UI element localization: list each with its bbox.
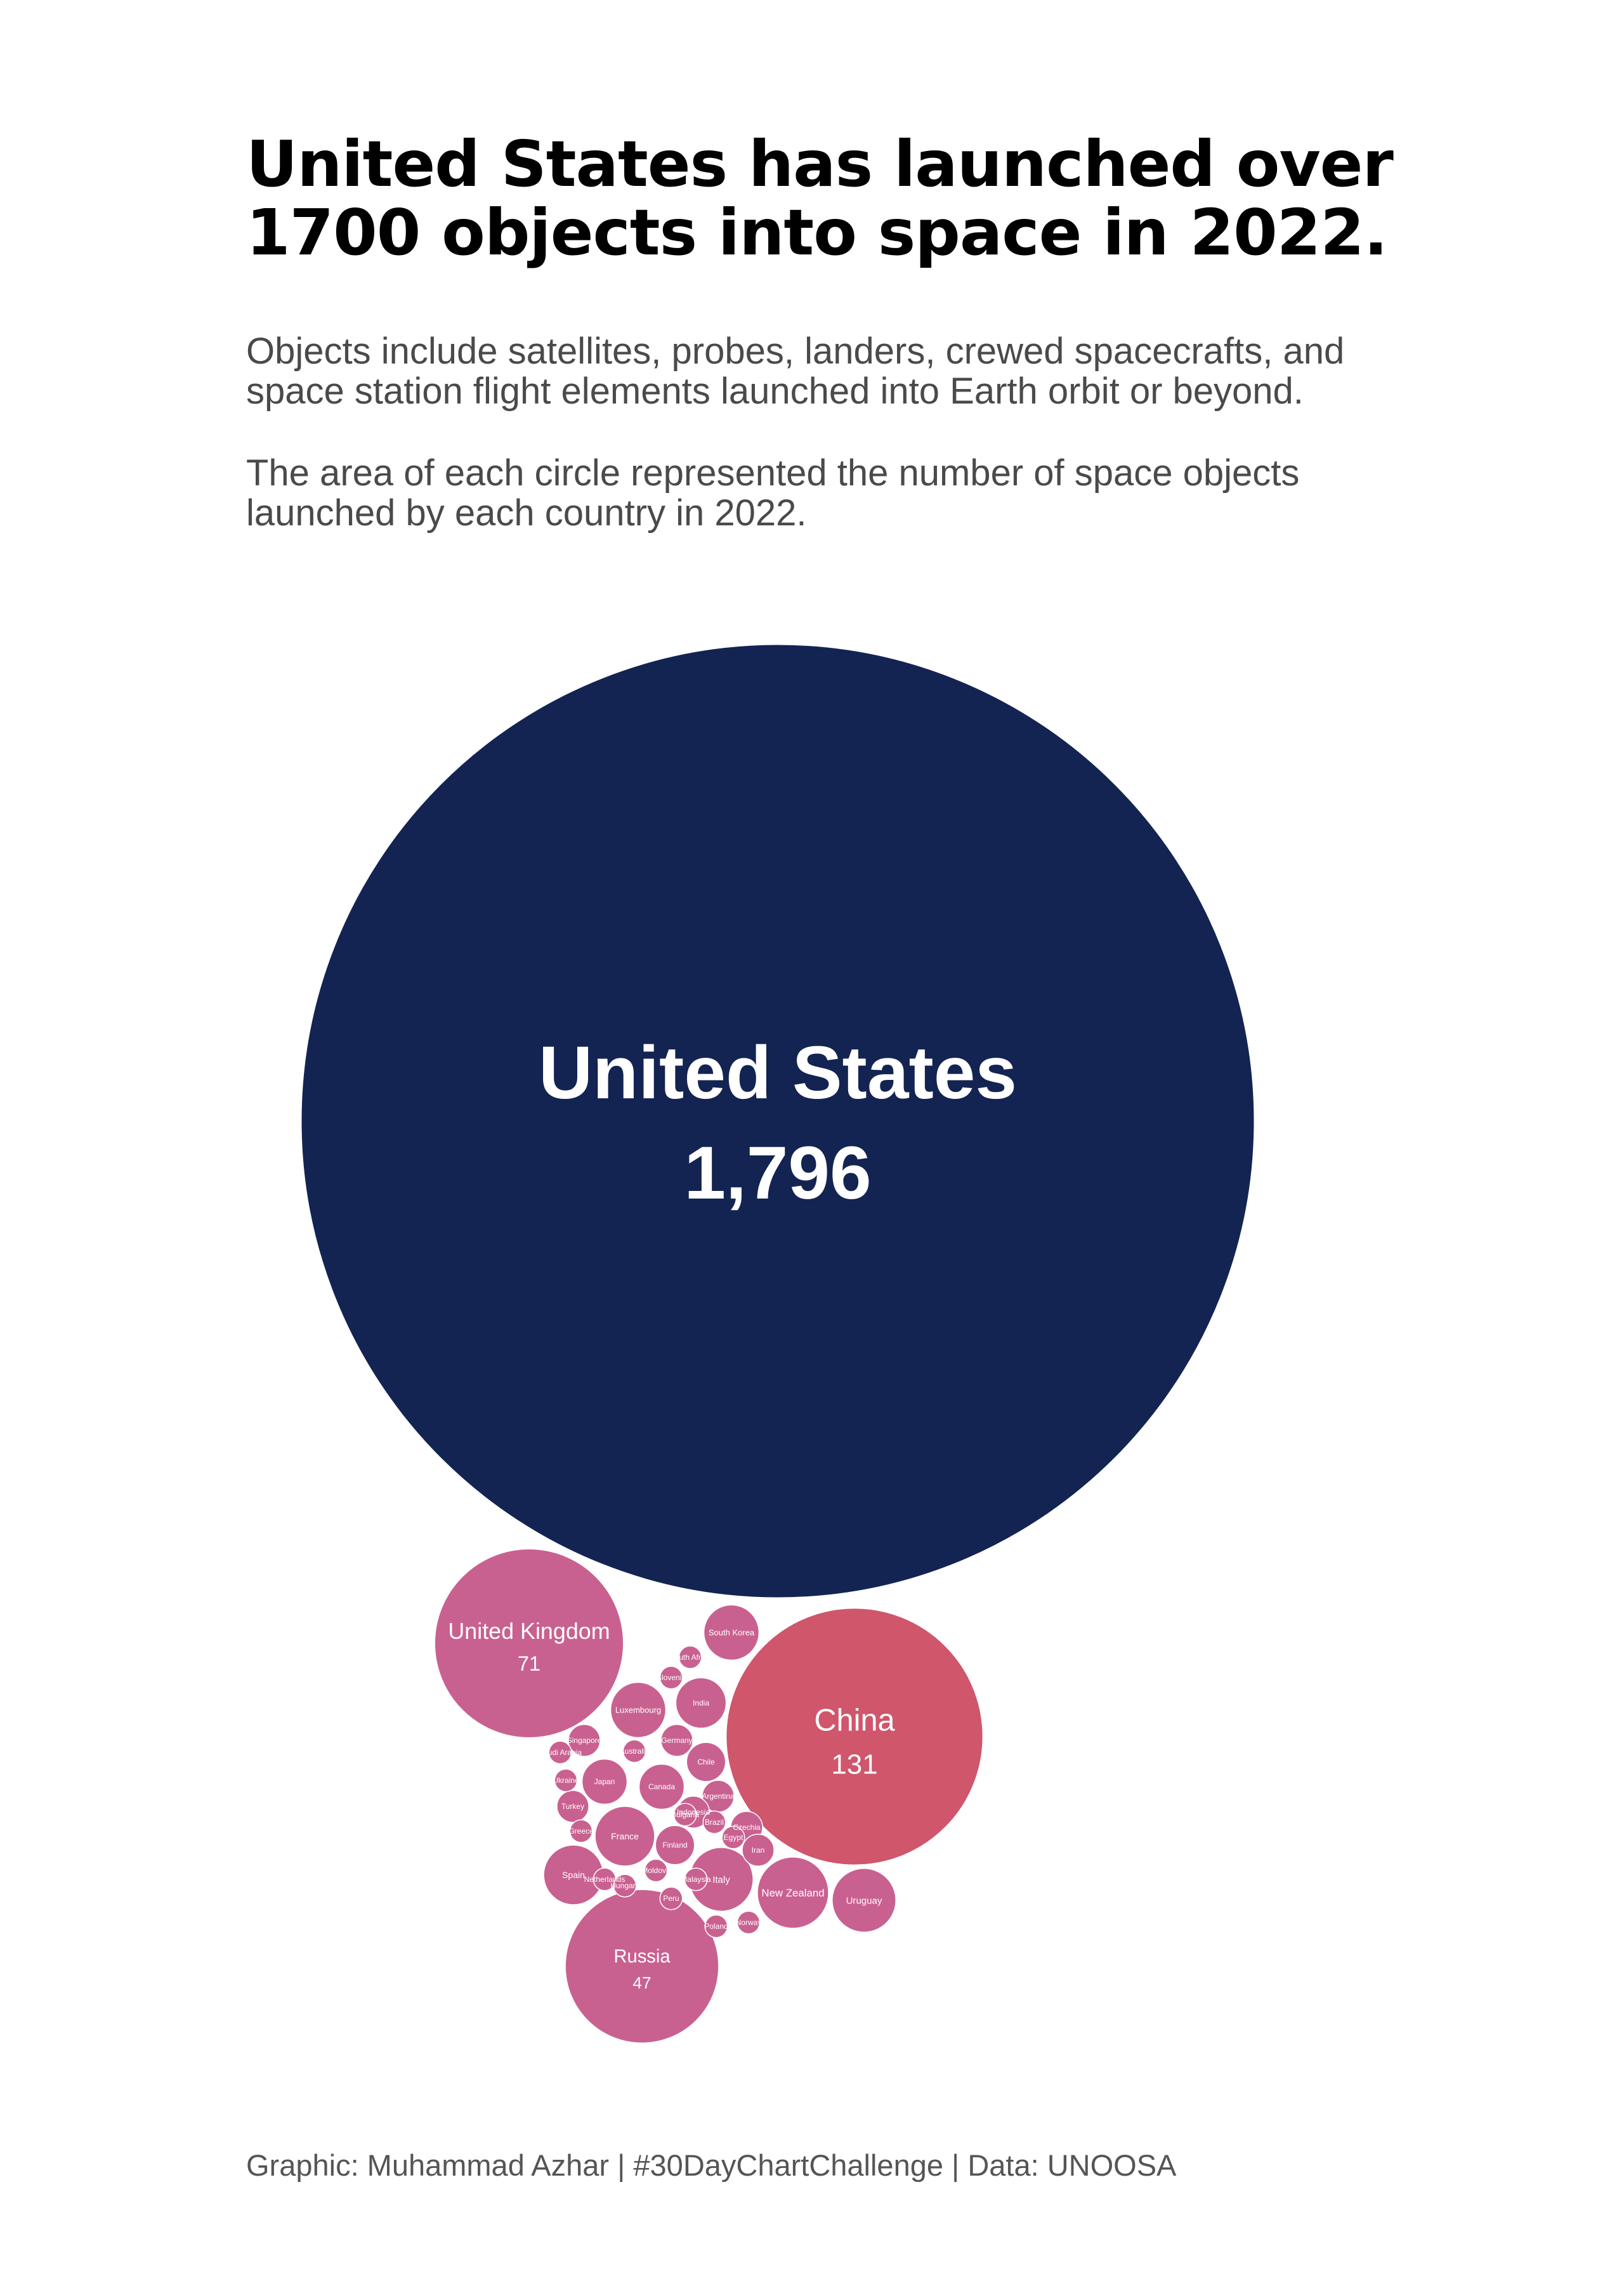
bubble-label-iran: Iran (752, 1846, 765, 1855)
bubble-value-china: 131 (831, 1749, 877, 1780)
bubble-label-turkey: Turkey (561, 1802, 584, 1811)
bubble-label-spain: Spain (562, 1870, 585, 1880)
bubble-singapore (568, 1724, 601, 1757)
bubble-greece (569, 1819, 593, 1843)
chart-subtitle-encoding: The area of each circle represented the … (246, 453, 1515, 533)
bubble-value-united-kingdom: 71 (518, 1652, 540, 1675)
bubble-slovenia (659, 1666, 683, 1690)
bubble-peru (659, 1886, 683, 1910)
subtitle-encoding-line-2: launched by each country in 2022. (246, 492, 807, 534)
bubble-label-china: China (814, 1703, 895, 1737)
bubble-label-united-states: United States (539, 1031, 1017, 1115)
bubble-egypt (721, 1825, 745, 1850)
chart-title-line-2: 1700 objects into space in 2022. (246, 195, 1388, 270)
bubble-india (675, 1677, 727, 1729)
bubble-chile (686, 1742, 726, 1782)
bubble-luxembourg (610, 1681, 667, 1738)
chart-title-line-1: United States has launched over (246, 127, 1394, 201)
bubble-value-russia: 47 (632, 1973, 651, 1992)
bubble-turkey (556, 1790, 589, 1823)
bubble-south-korea (703, 1604, 760, 1661)
bubble-new-zealand (757, 1857, 829, 1929)
bubble-label-netherlands: Netherlands (584, 1875, 625, 1884)
bubble-label-ukraine: Ukraine (553, 1776, 579, 1785)
bubble-label-france: France (611, 1831, 639, 1841)
bubble-norway (737, 1910, 761, 1935)
bubble-france (594, 1806, 655, 1867)
subtitle-objects-line-2: space station flight elements launched i… (246, 371, 1304, 412)
bubble-value-united-states: 1,796 (684, 1131, 871, 1215)
bubble-uruguay (832, 1868, 896, 1933)
bubble-label-finland: Finland (662, 1841, 687, 1850)
bubble-label-brazil: Brazil (705, 1818, 724, 1827)
bubble-united-kingdom (433, 1547, 625, 1740)
bubble-saudi-arabia (548, 1740, 572, 1765)
bubble-label-singapore: Singapore (567, 1736, 602, 1745)
bubble-label-czechia: Czechia (733, 1823, 761, 1832)
bubble-poland (704, 1914, 728, 1938)
bubble-label-greece: Greece (568, 1827, 594, 1836)
subtitle-objects-line-1: Objects include satellites, probes, land… (246, 331, 1345, 372)
bubble-malaysia (684, 1867, 708, 1891)
bubble-label-united-kingdom: United Kingdom (448, 1619, 610, 1644)
bubble-finland (655, 1825, 695, 1865)
bubble-label-new-zealand: New Zealand (761, 1887, 824, 1899)
bubble-label-uruguay: Uruguay (846, 1895, 882, 1906)
bubble-iran (742, 1834, 775, 1867)
bubble-label-luxembourg: Luxembourg (615, 1705, 661, 1715)
bubble-germany (660, 1724, 693, 1757)
bubble-label-south-africa: South Africa (670, 1653, 711, 1662)
bubble-label-egypt: Egypt (724, 1833, 743, 1842)
bubble-japan (581, 1758, 628, 1805)
bubble-label-germany: Germany (661, 1736, 692, 1745)
bubble-label-indonesia: Indonesia (677, 1808, 710, 1817)
bubble-labels: United States 1,796 China 131 United Kingdom… (448, 1031, 1017, 1992)
bubble-canada (638, 1763, 685, 1810)
bubble-label-australia: Australia (620, 1747, 650, 1756)
bubble-moldova (644, 1858, 668, 1883)
bubble-label-russia: Russia (613, 1947, 671, 1967)
bubble-hungary (613, 1874, 637, 1898)
bubbles (299, 643, 1256, 2045)
bubble-label-moldova: Moldova (641, 1866, 671, 1875)
bubble-south-africa (678, 1645, 702, 1669)
bubble-label-bulgaria: Bulgaria (671, 1810, 699, 1819)
bubble-label-canada: Canada (648, 1782, 675, 1791)
bubble-label-italy: Italy (712, 1874, 730, 1885)
bubble-brazil (702, 1810, 726, 1834)
bubble-label-slovenia: Slovenia (657, 1673, 686, 1682)
bubble-bulgaria (673, 1803, 697, 1827)
chart-title: United States has launched over 1700 obj… (246, 130, 1515, 267)
bubble-label-peru: Peru (663, 1894, 679, 1903)
chart-subtitle-objects: Objects include satellites, probes, land… (246, 331, 1515, 411)
chart-caption: Graphic: Muhammad Azhar | #30DayChartCha… (246, 2148, 1177, 2182)
bubble-ukraine (554, 1768, 578, 1792)
bubble-label-south-korea: South Korea (709, 1628, 755, 1638)
subtitle-encoding-line-1: The area of each circle represented the … (246, 452, 1300, 494)
bubble-label-saudi-arabia: Saudi Arabia (539, 1748, 582, 1757)
bubble-label-argentina: Argentina (702, 1792, 735, 1801)
bubble-label-norway: Norway (736, 1918, 762, 1927)
bubble-label-hungary: Hungary (610, 1881, 639, 1890)
bubble-united-states (299, 643, 1256, 1600)
bubble-china (724, 1607, 985, 1867)
bubble-label-india: India (693, 1699, 709, 1707)
bubble-label-malaysia: Malaysia (681, 1875, 711, 1884)
bubble-label-japan: Japan (594, 1777, 615, 1786)
bubble-australia (622, 1739, 646, 1763)
bubble-label-chile: Chile (697, 1758, 715, 1766)
bubble-russia (563, 1888, 721, 2045)
bubble-label-poland: Poland (704, 1922, 728, 1931)
